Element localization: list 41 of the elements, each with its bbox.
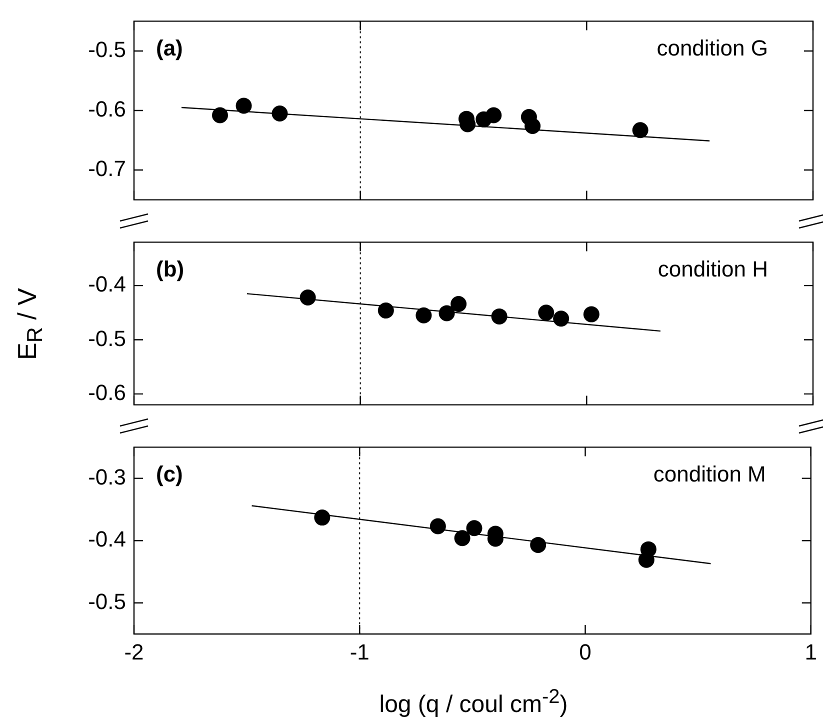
x-tick-label: 1 <box>804 639 818 664</box>
y-tick-label: -0.4 <box>88 526 126 552</box>
annotation: (a) <box>156 35 183 60</box>
point <box>430 518 446 534</box>
point <box>454 530 470 546</box>
annotation: condition G <box>656 35 768 60</box>
point <box>632 122 648 138</box>
y-tick-label: -0.6 <box>88 96 126 122</box>
point <box>524 118 541 134</box>
y-tick-label: -0.7 <box>88 156 126 182</box>
point <box>314 510 330 526</box>
x-tick-label: 0 <box>579 639 592 664</box>
y-tick-label: -0.5 <box>88 326 126 351</box>
point <box>450 296 467 312</box>
point <box>378 302 394 318</box>
annotation: (c) <box>156 461 183 486</box>
point <box>300 289 316 306</box>
annotation: (b) <box>156 256 184 282</box>
x-axis-title: log (q / coul cm$^{-2}$) <box>379 686 568 719</box>
point <box>272 105 288 122</box>
point <box>236 98 252 114</box>
y-tick-label: -0.3 <box>88 464 126 490</box>
y-tick-label: -0.5 <box>88 588 126 614</box>
point <box>638 552 654 568</box>
point <box>538 304 554 321</box>
annotation: condition M <box>653 461 766 486</box>
point <box>530 536 546 553</box>
point <box>466 520 482 536</box>
y-tick-label: -0.5 <box>88 37 126 62</box>
point <box>553 310 570 327</box>
point <box>583 306 600 322</box>
point <box>438 305 455 322</box>
y-tick-label: -0.4 <box>88 272 126 297</box>
point <box>416 307 432 324</box>
annotation: condition H <box>658 256 768 282</box>
x-tick-label: -2 <box>124 639 144 664</box>
point <box>491 308 508 324</box>
point <box>212 107 228 124</box>
point <box>486 107 502 124</box>
x-tick-label: -1 <box>350 639 370 664</box>
y-tick-label: -0.6 <box>88 380 126 406</box>
